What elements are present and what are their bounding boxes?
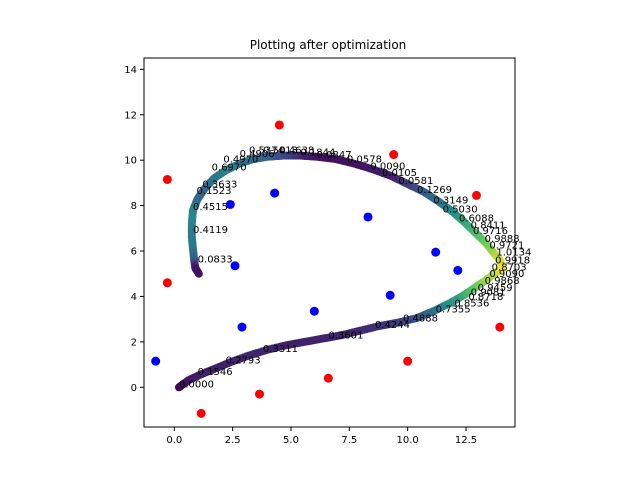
- data-label: 0.9716: [473, 226, 508, 237]
- x-tick-label: 5.0: [283, 435, 299, 446]
- data-label: 0.8536: [454, 299, 489, 310]
- y-tick-label: 0: [131, 383, 137, 394]
- data-label: 0.4888: [403, 313, 438, 324]
- data-label: 0.9888: [485, 234, 520, 245]
- data-label: 0.4906: [240, 149, 275, 160]
- data-label: 0.0090: [370, 161, 405, 172]
- y-tick-label: 6: [131, 247, 137, 258]
- blue-point: [151, 356, 161, 366]
- y-tick-label: 8: [131, 201, 137, 212]
- y-tick-label: 12: [124, 110, 137, 121]
- data-label: 0.9918: [495, 256, 530, 267]
- x-tick-label: 10.0: [397, 435, 419, 446]
- x-tick-label: 0.0: [166, 435, 182, 446]
- data-label: 0.1523: [197, 186, 232, 197]
- trajectory-point: [194, 269, 203, 278]
- blue-point: [385, 290, 395, 300]
- data-label: 0.6970: [212, 162, 247, 173]
- data-label: 0.6088: [459, 213, 494, 224]
- red-point: [162, 174, 172, 184]
- x-tick-label: 12.5: [455, 435, 477, 446]
- red-point: [255, 389, 264, 399]
- data-label: 0.5013: [263, 145, 298, 156]
- blue-point: [431, 247, 441, 257]
- red-point: [389, 150, 399, 160]
- data-label: 1.0134: [496, 248, 531, 259]
- data-label: 0.0847: [317, 150, 352, 161]
- data-label: 0.5374: [249, 145, 284, 156]
- chart-title: Plotting after optimization: [250, 38, 407, 52]
- data-label: 0.4119: [193, 225, 228, 236]
- blue-point: [363, 212, 373, 222]
- red-point: [323, 373, 333, 383]
- axes: 0.0 2.5 5.0 7.5 10.0 12.5 0 2 4 6 8 10 12 14: [124, 57, 516, 446]
- red-point: [495, 322, 505, 332]
- blue-point: [270, 188, 280, 198]
- data-label: 0.4515: [193, 202, 228, 213]
- data-label: 0.3149: [433, 195, 468, 206]
- x-tick-label: 7.5: [341, 435, 357, 446]
- data-label: 0.0000: [179, 379, 214, 390]
- y-tick-label: 2: [131, 337, 137, 348]
- data-label: 0.2793: [226, 355, 261, 366]
- data-label: 0.1844: [300, 148, 335, 159]
- blue-point: [453, 265, 463, 275]
- y-tick-label: 14: [124, 65, 137, 76]
- data-label: 0.0833: [198, 254, 233, 265]
- data-label: 0.0105: [382, 168, 417, 179]
- data-label: 0.0581: [398, 176, 433, 187]
- plot-frame: [143, 57, 516, 428]
- data-label: 0.9868: [485, 276, 520, 287]
- data-label: 0.8718: [468, 292, 503, 303]
- data-label: 0.3311: [263, 344, 298, 355]
- data-label: 0.3601: [328, 330, 363, 341]
- red-point: [472, 190, 481, 200]
- blue-points-series: [151, 188, 463, 366]
- blue-point: [309, 306, 319, 316]
- data-label: 0.4638: [279, 145, 314, 156]
- data-label: 0.4970: [223, 154, 258, 165]
- data-label: 0.0578: [347, 154, 382, 165]
- data-label: 0.7355: [436, 304, 471, 315]
- data-label: 0.8411: [471, 220, 506, 231]
- data-label: 0.8703: [492, 262, 527, 273]
- data-label: 0.1546: [198, 367, 233, 378]
- data-label: 0.5030: [443, 204, 478, 215]
- data-label: 0.3633: [202, 179, 237, 190]
- data-label: 0.9459: [478, 283, 513, 294]
- y-tick-label: 4: [131, 292, 137, 303]
- blue-point: [230, 261, 240, 271]
- red-point: [196, 408, 206, 418]
- red-points-series: [162, 120, 505, 418]
- data-label: 0.9721: [489, 241, 524, 252]
- x-tick-label: 2.5: [225, 435, 241, 446]
- trajectory-series: [175, 151, 507, 392]
- data-label: 0.4244: [375, 320, 410, 331]
- blue-point: [225, 199, 235, 209]
- blue-point: [237, 322, 247, 332]
- data-label: 0.9081: [471, 287, 506, 298]
- y-tick-label: 10: [124, 156, 137, 167]
- red-point: [162, 278, 172, 288]
- red-point: [274, 120, 284, 130]
- data-label: 0.9090: [489, 269, 524, 280]
- data-label: 0.1269: [417, 185, 452, 196]
- red-point: [403, 356, 413, 366]
